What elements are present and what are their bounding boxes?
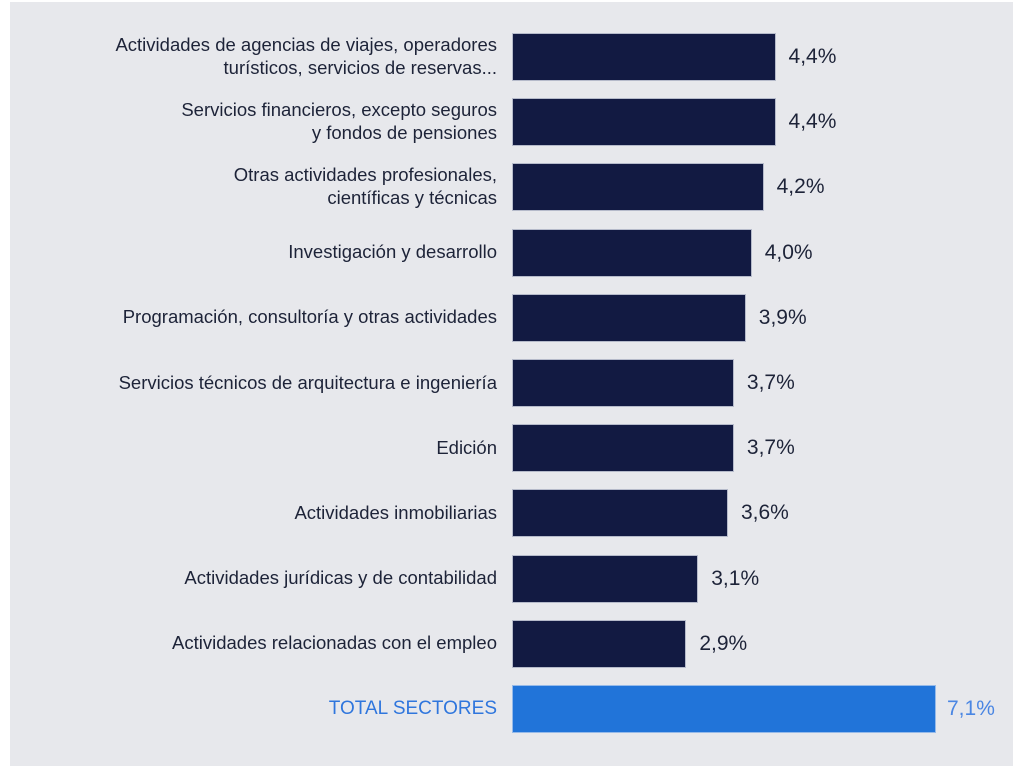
category-label-line: Actividades relacionadas con el empleo	[172, 632, 497, 654]
category-label: Actividades de agencias de viajes, opera…	[115, 33, 497, 79]
category-label-line: y fondos de pensiones	[311, 122, 497, 144]
category-label: Otras actividades profesionales, científi…	[234, 163, 497, 209]
category-label-line: turísticos, servicios de reservas...	[223, 57, 497, 78]
category-label: Servicios financieros, excepto seguros y …	[181, 98, 497, 144]
bar	[513, 555, 698, 602]
category-label: Actividades inmobiliarias	[294, 501, 497, 524]
category-label: Investigación y desarrollo	[288, 240, 497, 263]
bar	[513, 425, 733, 472]
value-label: 4,0%	[764, 240, 813, 264]
bar	[513, 99, 775, 146]
category-label-line: Actividades inmobiliarias	[294, 501, 497, 523]
category-label-line: Investigación y desarrollo	[288, 241, 497, 263]
bar	[513, 620, 686, 667]
value-label: 3,1%	[711, 566, 760, 590]
category-label: Edición	[436, 436, 497, 459]
bar-total	[513, 686, 935, 732]
category-label-line: Servicios técnicos de arquitectura e ing…	[118, 371, 497, 393]
category-label-line: Actividades de agencias de viajes, opera…	[115, 34, 497, 55]
value-label: 3,7%	[746, 371, 795, 394]
chart-background	[10, 2, 1013, 766]
value-label: 3,9%	[758, 305, 807, 329]
value-label: 3,7%	[746, 436, 795, 460]
category-label-line: TOTAL SECTORES	[328, 697, 497, 719]
category-label: Servicios técnicos de arquitectura e ing…	[119, 371, 497, 394]
value-label: 4,4%	[788, 110, 837, 134]
bar	[513, 164, 763, 211]
category-label-total: TOTAL SECTORES	[329, 697, 497, 720]
bar	[513, 294, 745, 341]
bar	[513, 490, 727, 537]
category-label: Actividades jurídicas y de contabilidad	[184, 566, 497, 589]
category-label-line: Otras actividades profesionales,	[233, 164, 497, 186]
bar	[513, 360, 733, 406]
value-label-total: 7,1%	[947, 697, 995, 720]
category-label-line: científicas y técnicas	[327, 187, 497, 209]
category-label-line: Edición	[436, 436, 497, 458]
category-label: Actividades relacionadas con el empleo	[172, 631, 497, 654]
category-label-line: Servicios financieros, excepto seguros	[181, 99, 497, 121]
bar	[513, 229, 751, 276]
value-label: 2,9%	[699, 631, 748, 655]
category-label-line: Programación, consultoría y otras activi…	[122, 306, 497, 328]
category-label-line: Actividades jurídicas y de contabilidad	[184, 567, 497, 589]
bar	[513, 34, 775, 80]
value-label: 4,2%	[776, 175, 825, 199]
value-label: 4,4%	[788, 45, 837, 68]
value-label: 3,6%	[740, 501, 789, 525]
category-label: Programación, consultoría y otras activi…	[123, 305, 497, 328]
